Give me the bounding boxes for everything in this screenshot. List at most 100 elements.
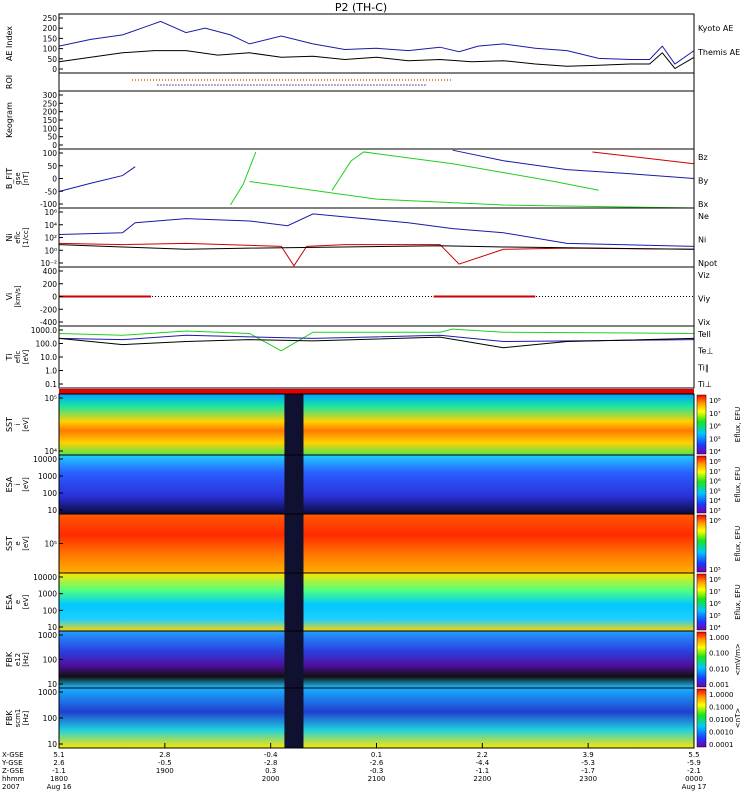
ytick-label-vi: 400 bbox=[43, 267, 58, 276]
colorbar-tick-esa_e: 10⁵ bbox=[709, 612, 721, 620]
ylabel-ti: Ti bbox=[5, 354, 14, 362]
x-axis bbox=[58, 743, 695, 748]
colorbar-tick-esa_i: 10⁴ bbox=[709, 497, 721, 505]
ylabel-sub-sst_i: i bbox=[14, 423, 22, 425]
legend-ae: Kyoto AE bbox=[698, 24, 733, 33]
colorbar-tick-esa_i: 10⁵ bbox=[709, 487, 721, 495]
ytick-label-bfit: 100 bbox=[43, 149, 58, 158]
ytick-label-ae: 150 bbox=[43, 34, 58, 43]
ytick-label-keogram: 200 bbox=[43, 108, 58, 117]
ylabel-sst_e: SST bbox=[5, 536, 14, 551]
colorbar-tick-esa_i: 10³ bbox=[709, 507, 721, 515]
ylabel-sub-sst_i: [eV] bbox=[22, 417, 30, 432]
ylabel-sub-vi: [km/s] bbox=[14, 285, 22, 308]
footer-value: 2100 bbox=[368, 775, 386, 783]
colorbar-tick-sst_i: 10⁴ bbox=[709, 448, 721, 456]
ytick-label-vi: -400 bbox=[40, 318, 57, 327]
footer-value: -0.4 bbox=[264, 751, 278, 759]
ylabel-sub-sst_e: [eV] bbox=[22, 536, 30, 551]
spectrogram-sst_e bbox=[59, 514, 694, 573]
spectrogram-gap-fbk_e bbox=[284, 631, 304, 688]
panel-esa_e: 10⁸ 10⁷ 10⁶ 10⁵ 10⁴ Eflux, EFU 10000 1000 100 10 E… bbox=[5, 572, 742, 632]
colorbar-tick-fbk_b: 0.1000 bbox=[709, 704, 734, 712]
ylabel-sub-sst_e: e bbox=[14, 541, 22, 545]
ytick-label-sst_e: 10⁵ bbox=[44, 540, 57, 549]
colorbar-sst_i bbox=[696, 394, 707, 455]
footer-value: 2200 bbox=[473, 775, 491, 783]
footer-value: Aug 17 bbox=[682, 783, 707, 791]
ytick-label-bfit: 50 bbox=[47, 162, 57, 171]
ylabel-keogram: Keogram bbox=[5, 102, 14, 138]
legend-bfit: Bx bbox=[698, 200, 708, 209]
spectrogram-gap-sst_e bbox=[284, 514, 304, 573]
ti-perp bbox=[58, 334, 695, 343]
spectrogram-fbk_e bbox=[59, 631, 694, 688]
ni-npot bbox=[58, 213, 695, 247]
ylabel-sub-fbk_e: e12 bbox=[14, 653, 22, 666]
ytick-label-ni: 10² bbox=[44, 234, 57, 243]
colorbar-tick-esa_e: 10⁴ bbox=[709, 624, 721, 632]
colorbar-tick-fbk_e: 1.000 bbox=[709, 634, 729, 642]
ytick-label-ti: 0.1 bbox=[45, 380, 57, 389]
legend-ti: Ti∥ bbox=[697, 363, 709, 372]
colorbar-label-esa_i: Eflux, EFU bbox=[734, 467, 742, 502]
footer-value: 2000 bbox=[262, 775, 280, 783]
footer-row-label: 2007 bbox=[2, 783, 20, 791]
colorbar-tick-fbk_b: 0.0100 bbox=[709, 716, 734, 724]
colorbar-tick-sst_i: 10⁷ bbox=[709, 410, 721, 418]
footer-row-label: X-GSE bbox=[2, 751, 24, 759]
spectrogram-sst_i bbox=[59, 394, 694, 455]
panel-bfit: 100 50 0 -50 -100 B_FIT gse [nT] Bz By Bx bbox=[5, 148, 708, 209]
footer-value: 3.9 bbox=[583, 751, 594, 759]
footer-value: -5.9 bbox=[687, 759, 701, 767]
panel-fbk_e: 1.000 0.100 0.010 0.001 <mV/m> 1000 100 10 FBK e1… bbox=[5, 630, 742, 689]
legend-bfit: Bz bbox=[698, 153, 708, 162]
ylabel-sub-fbk_b: [Hz] bbox=[22, 711, 30, 726]
footer-value: 5.1 bbox=[53, 751, 64, 759]
ylabel-sub-ti: eflc bbox=[14, 351, 22, 364]
panel-frame-ti bbox=[58, 325, 695, 389]
ytick-label-ni: 10⁻² bbox=[40, 259, 57, 268]
footer-value: -4.4 bbox=[475, 759, 489, 767]
figure-title: P2 (TH-C) bbox=[335, 1, 387, 14]
spectrogram-esa_e bbox=[59, 573, 694, 631]
ytick-label-esa_i: 10000 bbox=[33, 455, 57, 464]
ytick-label-ti: 1000.0 bbox=[31, 326, 57, 335]
panel-sst_i: 10⁸ 10⁷ 10⁶ 10⁵ 10⁴ Eflux, EFU 10⁵ 10⁴ SST i [eV] bbox=[5, 393, 742, 456]
spectrogram-fbk_b bbox=[59, 688, 694, 748]
ytick-label-esa_e: 10 bbox=[47, 623, 57, 632]
ytick-label-keogram: 150 bbox=[43, 116, 58, 125]
footer-value: 2.2 bbox=[477, 751, 488, 759]
ytick-label-bfit: -100 bbox=[40, 200, 57, 209]
ytick-label-keogram: 100 bbox=[43, 124, 58, 133]
footer-value: 1900 bbox=[156, 767, 174, 775]
bfit-bx-decay bbox=[452, 149, 695, 179]
footer-value: 2.8 bbox=[159, 751, 170, 759]
ytick-label-ni: 10⁴ bbox=[44, 221, 57, 230]
footer-value: -2.6 bbox=[370, 759, 384, 767]
footer-row-label: Z-GSE bbox=[2, 767, 24, 775]
spectrogram-gap-fbk_b bbox=[284, 688, 304, 748]
footer-value: -2.1 bbox=[687, 767, 701, 775]
colorbar-tick-fbk_e: 0.100 bbox=[709, 650, 729, 658]
ytick-label-sst_i: 10⁴ bbox=[44, 447, 57, 456]
footer-ephemeris: X-GSEY-GSEZ-GSEhhmm20075.12.6-1.11800Aug… bbox=[1, 751, 706, 791]
legend-ti: Te⊥ bbox=[697, 347, 713, 356]
footer-row-label: hhmm bbox=[2, 775, 25, 783]
colorbar-label-sst_i: Eflux, EFU bbox=[734, 407, 742, 442]
colorbar-label-fbk_b: <nT> bbox=[734, 708, 742, 729]
footer-row-label: Y-GSE bbox=[1, 759, 23, 767]
colorbar-tick-sst_i: 10⁶ bbox=[709, 423, 721, 431]
ytick-label-keogram: 250 bbox=[43, 99, 58, 108]
ylabel-esa_i: ESA bbox=[5, 476, 14, 492]
legend-vi: Vix bbox=[698, 318, 711, 327]
ytick-label-ae: 0 bbox=[52, 65, 57, 74]
colorbar-tick-esa_e: 10⁷ bbox=[709, 588, 721, 596]
legend-vi: Viz bbox=[698, 271, 710, 280]
ylabel-sub-bfit: gse bbox=[14, 172, 22, 184]
ylabel-sub-bfit: [nT] bbox=[22, 171, 30, 185]
